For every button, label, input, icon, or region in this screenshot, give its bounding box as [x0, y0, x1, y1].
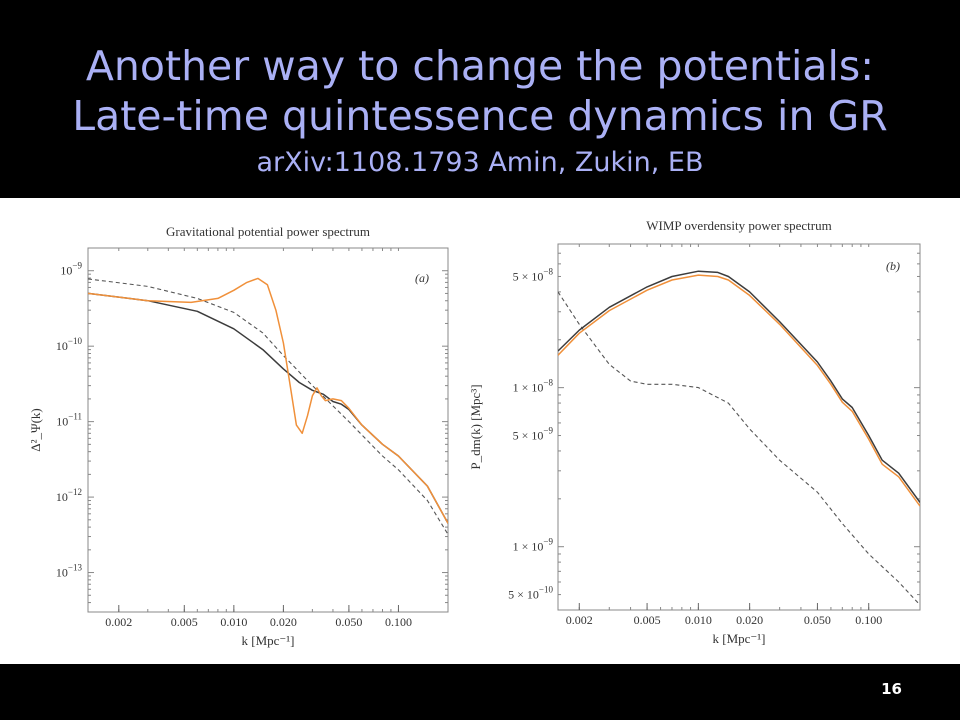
x-axis-label: k [Mpc⁻¹] — [713, 631, 766, 646]
figure-panel: Gravitational potential power spectrum (a… — [0, 198, 960, 664]
x-tick-label: 0.002 — [105, 615, 132, 629]
slide-title-line-2: Late-time quintessence dynamics in GR — [72, 92, 888, 140]
y-tick-base: 5 × 10 — [508, 588, 539, 602]
figure-svg: Gravitational potential power spectrum (a… — [28, 218, 921, 648]
panel-label: (b) — [886, 259, 900, 273]
series-line-2 — [558, 274, 920, 507]
y-tick-exponent: −10 — [68, 336, 83, 346]
y-tick-label: 5 × 10−9 — [513, 426, 554, 443]
x-tick-label: 0.020 — [270, 615, 297, 629]
y-axis-label: P_dm(k) [Mpc³] — [468, 384, 483, 469]
chart-gravitational-potential: Gravitational potential power spectrum (a… — [28, 224, 449, 648]
series-line-2 — [88, 277, 448, 524]
y-tick-label: 5 × 10−8 — [513, 266, 554, 283]
y-tick-base: 10 — [56, 490, 68, 504]
slide-title-line-1: Another way to change the potentials: — [85, 42, 875, 90]
y-tick-label: 1 × 10−9 — [513, 537, 554, 554]
y-tick-exponent: −12 — [68, 487, 82, 497]
panel-label: (a) — [415, 271, 429, 285]
x-tick-label: 0.010 — [220, 615, 247, 629]
x-tick-label: 0.050 — [804, 613, 831, 627]
x-tick-label: 0.050 — [335, 615, 362, 629]
y-tick-label: 10−12 — [56, 487, 82, 504]
y-tick-base: 10 — [56, 566, 68, 580]
y-tick-base: 5 × 10 — [513, 429, 544, 443]
y-tick-exponent: −10 — [539, 585, 554, 595]
y-tick-base: 10 — [56, 415, 68, 429]
y-axis-label: Δ²_Ψ(k) — [28, 408, 43, 452]
y-tick-exponent: −9 — [72, 261, 82, 271]
y-tick-label: 10−11 — [56, 412, 82, 429]
y-tick-label: 10−13 — [56, 563, 83, 580]
plot-frame — [87, 247, 449, 613]
slide-subtitle: arXiv:1108.1793 Amin, Zukin, EB — [256, 147, 704, 178]
page-number: 16 — [881, 680, 902, 698]
y-tick-exponent: −8 — [543, 378, 553, 388]
y-tick-label: 5 × 10−10 — [508, 585, 553, 602]
y-tick-exponent: −9 — [543, 426, 553, 436]
y-tick-base: 1 × 10 — [513, 381, 544, 395]
y-tick-base: 10 — [60, 264, 72, 278]
x-axis-label: k [Mpc⁻¹] — [242, 633, 295, 648]
x-tick-label: 0.100 — [855, 613, 882, 627]
y-tick-exponent: −8 — [543, 266, 553, 276]
series-line-0 — [558, 291, 920, 606]
chart-wimp-overdensity: WIMP overdensity power spectrum (b) 0.002 0… — [468, 218, 921, 646]
plot-frame — [557, 243, 921, 611]
y-tick-base: 5 × 10 — [513, 269, 544, 283]
chart-title: Gravitational potential power spectrum — [166, 224, 370, 239]
y-tick-label: 1 × 10−8 — [513, 378, 554, 395]
x-tick-label: 0.100 — [385, 615, 412, 629]
y-tick-exponent: −9 — [543, 537, 553, 547]
x-tick-label: 0.020 — [736, 613, 763, 627]
y-tick-label: 10−9 — [60, 261, 82, 278]
x-tick-label: 0.002 — [566, 613, 593, 627]
x-tick-label: 0.005 — [171, 615, 198, 629]
y-tick-label: 10−10 — [56, 336, 83, 353]
series-line-0 — [88, 278, 448, 535]
chart-title: WIMP overdensity power spectrum — [646, 218, 831, 233]
x-tick-label: 0.005 — [634, 613, 661, 627]
series-line-1 — [88, 292, 448, 524]
y-tick-exponent: −11 — [68, 412, 82, 422]
y-tick-base: 1 × 10 — [513, 540, 544, 554]
y-tick-exponent: −13 — [68, 563, 83, 573]
y-tick-base: 10 — [56, 339, 68, 353]
x-tick-label: 0.010 — [685, 613, 712, 627]
series-line-1 — [558, 270, 920, 503]
